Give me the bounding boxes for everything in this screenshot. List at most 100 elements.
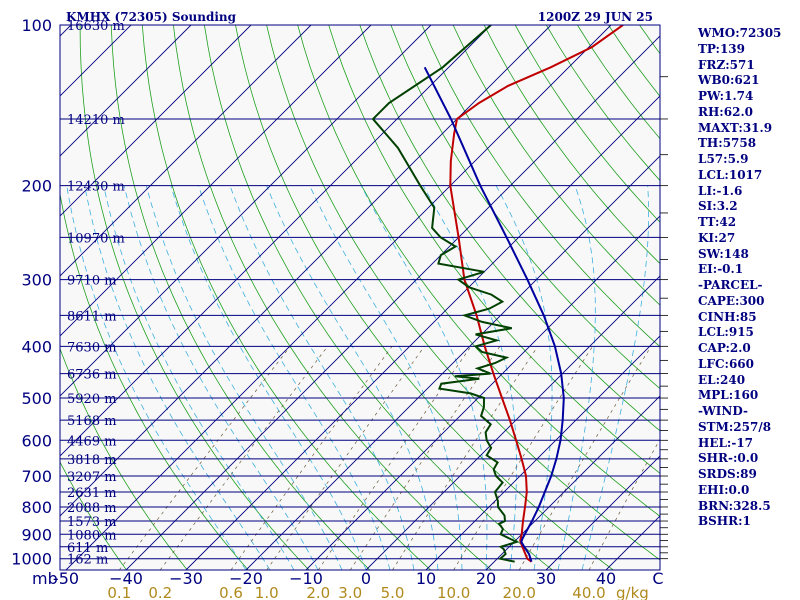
sounding-index: LI:-1.6 (698, 183, 743, 198)
mixing-ratio-label: 40.0 (572, 584, 605, 600)
height-label: 4469 m (67, 434, 117, 449)
height-label: 2088 m (67, 501, 117, 516)
temperature-tick-label: −40 (109, 569, 143, 588)
height-label: 611 m (67, 541, 108, 556)
moist-adiabat (66, 185, 247, 570)
sounding-index: L57:5.9 (698, 152, 749, 166)
temperature-tick-label: -50 (53, 569, 79, 588)
sounding-index: SW:148 (698, 246, 749, 261)
mixing-ratio-line (159, 346, 328, 570)
pressure-tick-label: 700 (21, 467, 52, 486)
dry-adiabat (483, 25, 660, 265)
height-label: 2631 m (67, 486, 117, 501)
parcel-trace (423, 66, 565, 563)
sounding-index: LFC:660 (698, 356, 754, 371)
sounding-index: EI:-0.1 (698, 262, 744, 277)
moist-adiabat (360, 185, 488, 570)
height-label: 1080 m (67, 528, 117, 543)
isotherm (245, 155, 660, 570)
mixing-ratio-label: 0.1 (107, 584, 131, 600)
moist-adiabat (145, 185, 343, 570)
sounding-index: CAP:2.0 (698, 341, 751, 355)
sounding-index: STM:257/8 (698, 419, 772, 434)
sounding-index: -PARCEL- (698, 278, 763, 292)
dry-adiabat (452, 25, 660, 306)
sounding-index: SHR-:0.0 (698, 451, 759, 466)
mixing-ratio-line (230, 346, 393, 570)
dry-adiabat (79, 25, 310, 570)
mixing-ratio-line (349, 346, 501, 570)
mixing-ratio-line (518, 346, 652, 570)
height-label: 7630 m (67, 340, 117, 355)
dewpoint-trace (371, 25, 520, 563)
plot-area (60, 25, 660, 570)
temperature-trace (449, 25, 624, 563)
dry-adiabat (110, 25, 371, 570)
temperature-tick-label: −10 (289, 569, 323, 588)
isotherm (60, 25, 312, 277)
temperature-unit-label: C (652, 569, 663, 588)
sounding-index: CINH:85 (698, 309, 757, 324)
isotherm (305, 215, 660, 570)
isotherm (60, 25, 492, 457)
pressure-tick-label: 200 (21, 177, 52, 196)
moist-adiabat (103, 185, 295, 570)
pressure-unit-label: mb (32, 569, 58, 588)
moist-adiabat (198, 185, 391, 570)
sounding-index: KI:27 (698, 230, 736, 245)
isotherm (65, 25, 612, 570)
temperature-tick-label: −20 (229, 569, 263, 588)
height-label: 6736 m (67, 368, 117, 383)
height-label: 16630 m (67, 19, 125, 34)
sounding-index: BRN:328.5 (698, 498, 771, 513)
pressure-tick-label: 500 (21, 389, 52, 408)
moist-adiabat (266, 185, 439, 570)
isotherm (60, 25, 192, 157)
pressure-tick-label: 400 (21, 337, 52, 356)
height-label: 5168 m (67, 414, 117, 429)
dry-adiabat (60, 191, 249, 570)
height-label: 12430 m (67, 180, 125, 195)
pressure-tick-label: 100 (21, 16, 52, 35)
sounding-index: EL:240 (698, 372, 746, 387)
height-label: 8611 m (67, 309, 117, 324)
mixing-ratio-label: 0.6 (219, 584, 243, 600)
dry-adiabat (60, 347, 188, 570)
isotherm (365, 275, 660, 570)
temperature-tick-label: 20 (476, 569, 496, 588)
isotherm (60, 25, 252, 217)
moist-adiabat (557, 185, 596, 570)
pressure-tick-label: 900 (21, 525, 52, 544)
isotherm (60, 25, 372, 337)
dry-adiabat (328, 25, 660, 474)
moist-adiabat (170, 185, 367, 570)
dry-adiabat (204, 25, 553, 570)
dry-adiabat (390, 25, 660, 390)
dry-adiabat (60, 461, 127, 570)
dry-adiabat (235, 25, 614, 570)
height-label: 1573 m (67, 515, 117, 530)
height-label: 10970 m (67, 231, 125, 246)
mixing-ratio-label: 1.0 (255, 584, 279, 600)
temperature-tick-label: 30 (536, 569, 556, 588)
height-label: 9710 m (67, 274, 117, 289)
moist-adiabat (495, 185, 553, 570)
mixing-ratio-line (119, 346, 291, 570)
sounding-index: -WIND- (698, 404, 748, 418)
height-label: 162 m (67, 553, 108, 568)
sounding-index: FRZ:571 (698, 57, 755, 72)
moist-adiabat (309, 185, 463, 570)
sounding-index: EHI:0.0 (698, 482, 750, 497)
mixing-ratio-line (318, 346, 472, 570)
isotherm (60, 25, 432, 397)
mixing-ratio-label: 3.0 (338, 584, 362, 600)
dry-adiabat (173, 25, 492, 570)
height-label: 3207 m (67, 470, 117, 485)
sounding-index: BSHR:1 (698, 514, 751, 529)
sounding-index: TH:5758 (698, 136, 757, 151)
sounding-index: RH:62.0 (698, 104, 753, 119)
pressure-tick-label: 800 (21, 498, 52, 517)
pressure-tick-label: 300 (21, 271, 52, 290)
sounding-index: SI:3.2 (698, 199, 738, 214)
